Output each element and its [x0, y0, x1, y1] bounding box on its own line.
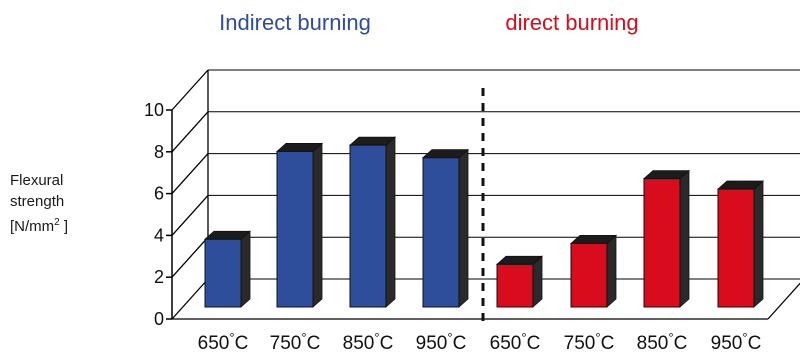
- bar: [495, 255, 544, 308]
- y-axis-label-line1: Flexural: [10, 172, 64, 189]
- depth-gridline: [171, 194, 209, 236]
- bar-side: [385, 136, 396, 308]
- bar-side: [606, 234, 617, 308]
- y-axis-label-unit-sup: 2: [54, 217, 60, 228]
- floor-right-edge: [767, 282, 800, 320]
- depth-gridline: [171, 153, 209, 195]
- y-tick-label: 10: [144, 100, 164, 120]
- bar-front: [496, 263, 534, 308]
- x-tick-label: 850°C: [343, 330, 394, 354]
- bar-side: [753, 180, 764, 308]
- bar: [421, 148, 470, 308]
- y-axis: 0 2 4 6 8 10: [144, 100, 173, 329]
- depth-gridline: [171, 111, 209, 153]
- x-tick-label: 750°C: [270, 330, 321, 354]
- x-tick-label: 650°C: [198, 330, 249, 354]
- chart-grid: [171, 69, 800, 320]
- bar: [275, 142, 324, 308]
- bar-side: [312, 142, 323, 308]
- bar-side: [458, 148, 469, 308]
- x-tick-label: 750°C: [564, 330, 615, 354]
- y-tick-label: 2: [154, 267, 164, 287]
- bar-side: [532, 255, 543, 308]
- depth-gridline: [171, 236, 209, 278]
- y-tick-label: 8: [154, 142, 164, 162]
- chart-text: 650°C 750°C 850°C 950°C 650°C 750°C 850°C 950°C…: [198, 10, 762, 354]
- y-axis-label: Flexural strength [N/mm2 ]: [10, 170, 68, 237]
- bar-front: [204, 238, 242, 308]
- y-tick-label: 0: [154, 309, 164, 329]
- bar-side: [679, 169, 690, 308]
- x-tick-label: 850°C: [637, 330, 688, 354]
- x-tick-label: 950°C: [711, 330, 762, 354]
- bar-front: [276, 150, 314, 308]
- bar-front: [643, 178, 681, 308]
- y-axis-label-line2: strength: [10, 193, 65, 210]
- bar-front: [717, 188, 755, 308]
- group-title: Indirect burning: [219, 10, 371, 35]
- y-axis-label-line3: [N/mm2 ]: [10, 212, 68, 237]
- y-axis-label-unit-suffix: ]: [59, 218, 69, 235]
- x-tick-label: 950°C: [416, 330, 467, 354]
- y-axis-label-unit-prefix: [N/mm: [10, 218, 55, 235]
- depth-gridline: [171, 69, 209, 111]
- bar-front: [570, 242, 608, 308]
- bar: [569, 234, 618, 308]
- bar: [203, 230, 252, 308]
- group-title: direct burning: [505, 10, 638, 35]
- bar: [348, 136, 397, 308]
- y-tick-label: 6: [154, 184, 164, 204]
- bar: [716, 180, 765, 308]
- bar-front: [422, 157, 460, 308]
- depth-gridline: [171, 278, 209, 320]
- bar-front: [349, 144, 387, 308]
- x-tick-label: 650°C: [490, 330, 541, 354]
- bar-series: [203, 136, 765, 308]
- y-tick-label: 4: [154, 225, 164, 245]
- bar-side: [240, 230, 251, 308]
- bar: [642, 169, 691, 308]
